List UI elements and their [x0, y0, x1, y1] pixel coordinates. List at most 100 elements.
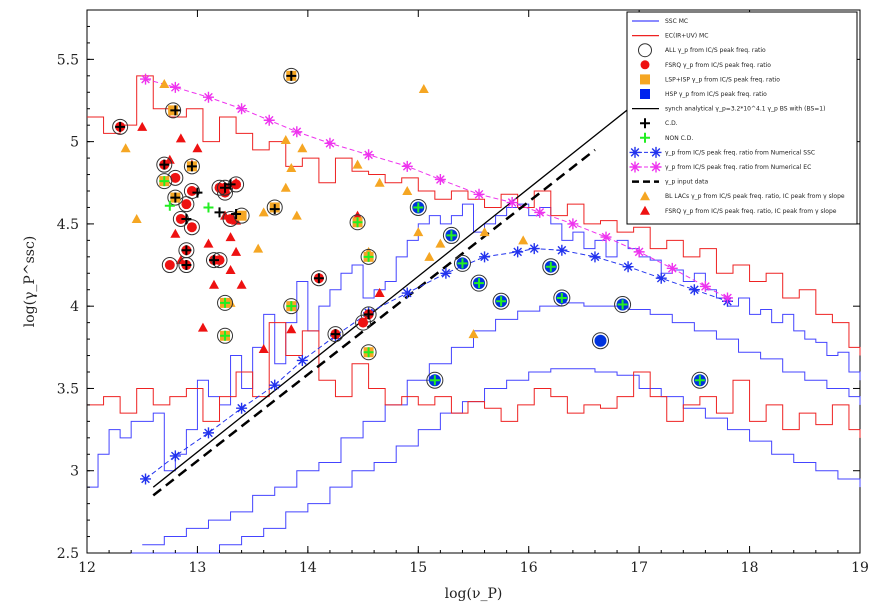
legend-entry: γ_p from IC/S peak freq. ratio from Nume… [629, 146, 815, 158]
bl-lac-triangle [291, 210, 302, 220]
cd-plus [269, 204, 280, 215]
bl-lac-triangle [253, 243, 264, 253]
all-open-circle [183, 183, 200, 199]
bl-lac-triangle [297, 143, 308, 153]
series-step-line [87, 322, 861, 438]
fsrq-triangle [236, 279, 247, 289]
bl-lac-triangle [518, 235, 529, 245]
bl-lac-triangle [479, 227, 490, 237]
fsrq-triangle [231, 246, 242, 256]
series-star-point [291, 126, 303, 138]
fsrq-triangle [258, 343, 269, 353]
x-axis-label: log(ν_P) [445, 586, 503, 602]
noncd-plus [352, 217, 363, 228]
bl-lac-triangle [286, 162, 297, 172]
all-open-circle [360, 306, 377, 323]
all-open-circle [360, 344, 377, 361]
cd-plus [159, 159, 170, 170]
fsrq-triangles [137, 121, 385, 353]
legend-label: LSP+ISP γ_p from IC/S peak freq. ratio [665, 76, 780, 83]
series-star-point [633, 246, 645, 258]
series-star-point [440, 267, 452, 279]
plot-frame [86, 9, 861, 554]
y-tick-label: 4 [70, 299, 79, 315]
series-8 [140, 73, 733, 304]
x-tick-label: 16 [520, 560, 538, 576]
legend-entry: BL LACs γ_p from IC/S peak freq. ratio, … [640, 191, 845, 201]
legend-entry: FSRQ γ_p from IC/S peak freq. ratio [640, 60, 771, 70]
fsrq-point [358, 317, 369, 328]
series-star-point [655, 272, 667, 284]
cd-plus [220, 182, 231, 193]
legend-entry: HSP γ_p from IC/S peak freq. ratio [640, 89, 767, 99]
legend-star-swatch [650, 161, 662, 173]
legend-label: synch analytical γ_p=3.2*10^4.1 γ_p BS w… [665, 106, 825, 113]
cd-plus [231, 209, 242, 220]
legend-entry: C.D. [640, 118, 678, 129]
fsrq-point [231, 179, 242, 190]
legend-square-swatch [640, 74, 650, 85]
series-star-point [567, 218, 579, 230]
x-tick-label: 12 [78, 560, 96, 576]
legend-label: ALL γ_p from IC/S peak freq. ratio [665, 47, 766, 54]
cd-plus [115, 121, 126, 132]
all-open-circle [327, 326, 344, 343]
series-2 [131, 368, 861, 554]
bl-lac-triangle [374, 177, 385, 187]
fsrq-point [186, 222, 197, 233]
cd-plus [181, 213, 192, 224]
all-open-circle [217, 294, 234, 311]
x-tick-label: 14 [299, 560, 317, 576]
all-open-circle [426, 371, 444, 389]
legend-entry: γ_p from IC/S peak freq. ratio from Nume… [629, 161, 811, 173]
cd-plus [186, 161, 197, 172]
legend-entry: synch analytical γ_p=3.2*10^4.1 γ_p BS w… [632, 106, 825, 113]
fsrq-triangle [192, 143, 203, 153]
series-star-point [528, 243, 540, 255]
bl-lac-triangle [413, 227, 424, 237]
fsrq-point [181, 199, 192, 210]
bl-lac-triangle [159, 79, 170, 89]
series-star-point [622, 261, 634, 273]
series-star-point [699, 280, 711, 292]
noncd-plus [496, 296, 507, 307]
y-tick-label: 2.5 [57, 546, 79, 562]
fsrq-point [164, 260, 175, 271]
all-open-circle [360, 248, 377, 265]
all-open-circle [442, 226, 460, 244]
series-star-point [169, 81, 181, 93]
legend-label: γ_p input data [665, 179, 708, 186]
series-3 [87, 75, 861, 356]
cd-plus [214, 207, 225, 218]
fsrq-point [225, 213, 236, 224]
cd-plus [192, 187, 203, 198]
all-open-circle [591, 332, 609, 350]
series-star-point [236, 402, 248, 414]
legend-label: FSRQ γ_p from IC/S peak freq. ratio [665, 62, 771, 69]
fsrq-triangle [170, 228, 181, 238]
noncd-plus [446, 230, 457, 241]
cd-plus [208, 255, 219, 266]
fsrq-point [175, 213, 186, 224]
all-open-circle [349, 214, 366, 231]
series-star-point [140, 73, 152, 85]
all-open-circle [283, 67, 300, 84]
series-star-point [534, 206, 546, 218]
all-open-circle [156, 156, 173, 173]
bl-lac-triangle [418, 83, 429, 93]
legend-label: HSP γ_p from IC/S peak freq. ratio [665, 91, 767, 98]
series-step-line [87, 75, 861, 356]
x-tick-label: 15 [409, 560, 427, 576]
all-open-circle [310, 270, 327, 287]
legend-star-swatch [629, 146, 641, 158]
legend-label: C.D. [665, 120, 678, 127]
y-tick-label: 3 [70, 464, 79, 480]
plot-area: 12 13 14 15 16 17 18 19 2.5 3 3.5 4 4.5 5 5.5 [57, 9, 869, 576]
legend-label: SSC MC [665, 18, 688, 25]
series-6 [152, 148, 596, 497]
legend-square-swatch [640, 89, 650, 99]
series-star-point [140, 473, 152, 485]
legend-label: γ_p from IC/S peak freq. ratio from Nume… [665, 149, 815, 156]
all-open-circle [542, 258, 560, 276]
